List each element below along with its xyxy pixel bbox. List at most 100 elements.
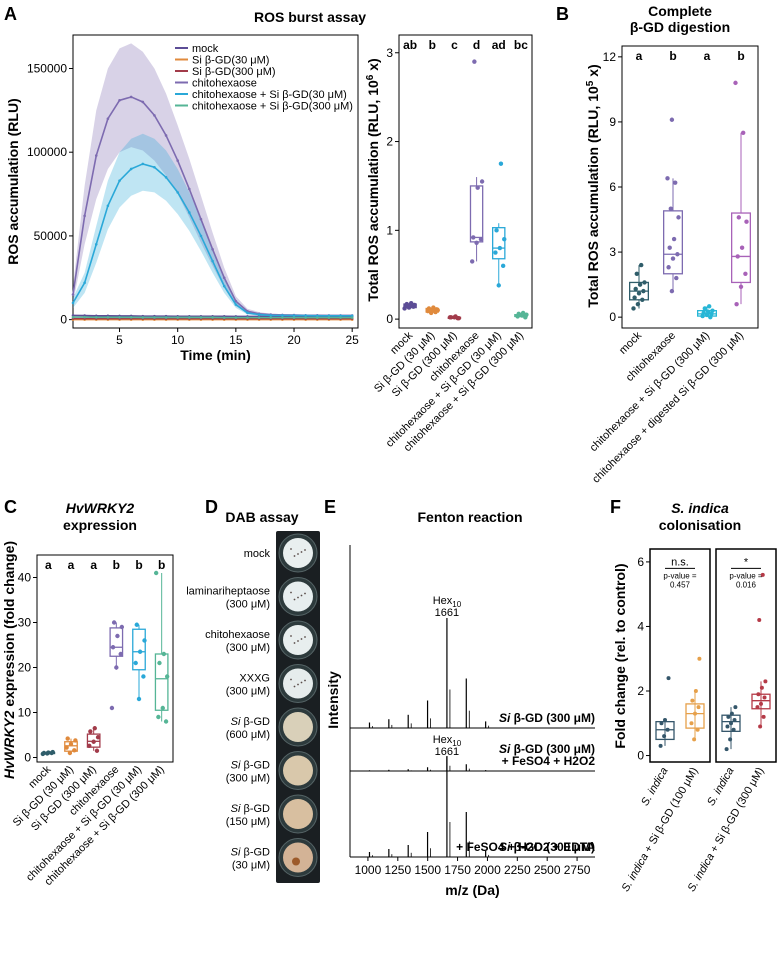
data-point xyxy=(710,308,715,313)
data-point xyxy=(142,638,147,643)
point-chito_sibgd300 xyxy=(350,316,354,319)
category-label: mock xyxy=(617,329,644,356)
y-tick-label: 20 xyxy=(18,661,32,675)
sig-letter: ab xyxy=(403,38,417,52)
y-axis-label-main: Total ROS accumulation (RLU, 10 xyxy=(365,80,381,302)
peak-mz: 1661 xyxy=(435,607,459,619)
data-point xyxy=(741,130,746,135)
facet-frame xyxy=(715,548,777,763)
point-chito_sibgd30 xyxy=(339,314,342,318)
y-axis-label-main: expression (fold change) xyxy=(1,541,17,711)
well-label-main: chitohexaose xyxy=(205,629,270,641)
panel-c-title-italic: HvWRKY2 xyxy=(66,500,135,516)
data-point xyxy=(88,729,93,734)
well-label-conc: (300 μM) xyxy=(226,773,270,785)
sig-letter: b xyxy=(135,558,142,572)
well-speck xyxy=(300,681,303,684)
data-point xyxy=(670,256,676,261)
y-tick-label: 10 xyxy=(18,706,32,720)
y-axis-label-end: x) xyxy=(585,64,601,80)
point-chito_sibgd300 xyxy=(83,315,86,319)
well-label: mock xyxy=(244,548,271,560)
significance-mark: * xyxy=(744,556,749,568)
data-point xyxy=(665,727,670,732)
data-point xyxy=(115,633,120,639)
point-chito_sibgd30 xyxy=(188,211,191,214)
data-point xyxy=(658,743,663,748)
well-speck xyxy=(297,683,299,686)
y-axis-label: Intensity xyxy=(325,671,341,729)
point-chito_sibgd300 xyxy=(257,316,261,319)
panel-c-title-line2: expression xyxy=(63,517,137,533)
panel-a-title: ROS burst assay xyxy=(254,9,366,25)
well-stain xyxy=(292,857,300,866)
data-point xyxy=(520,310,526,316)
well-speck xyxy=(297,596,299,599)
data-point xyxy=(760,572,765,577)
data-point xyxy=(763,679,768,684)
data-point xyxy=(68,741,74,747)
data-point xyxy=(632,295,637,300)
trace-label-italic: Si xyxy=(499,840,511,854)
data-point xyxy=(728,737,733,742)
point-chito xyxy=(222,276,226,280)
data-point xyxy=(736,215,741,220)
data-point xyxy=(732,718,737,723)
data-point xyxy=(696,705,701,710)
data-point xyxy=(471,235,476,240)
category-label: S. indica xyxy=(639,766,670,809)
x-tick-label: 2750 xyxy=(564,863,591,877)
data-point xyxy=(408,300,414,306)
x-tick-label: 2500 xyxy=(534,863,561,877)
well-fill xyxy=(283,799,313,829)
data-point xyxy=(516,311,521,316)
data-point xyxy=(675,252,680,257)
point-chito_sibgd30 xyxy=(292,314,296,317)
well-label-conc: (300 μM) xyxy=(226,686,270,698)
point-chito_sibgd300 xyxy=(129,315,133,319)
data-point xyxy=(734,301,739,307)
well-label: chitohexaose xyxy=(205,629,270,641)
data-point xyxy=(733,705,738,710)
point-chito xyxy=(94,154,98,157)
x-tick-label: 1750 xyxy=(444,863,471,877)
well-label: Si β-GD xyxy=(231,716,270,728)
x-tick-label: 2000 xyxy=(474,863,501,877)
point-chito_sibgd30 xyxy=(129,167,133,171)
data-point xyxy=(94,748,100,753)
box xyxy=(109,627,124,657)
x-tick-label: 5 xyxy=(116,333,123,347)
sig-letter: a xyxy=(45,558,52,572)
data-point xyxy=(666,676,671,681)
box xyxy=(663,210,684,275)
x-tick-label: 15 xyxy=(229,333,243,347)
data-point xyxy=(404,301,409,307)
well-label-main: β-GD xyxy=(240,760,270,772)
well-label-italic: Si xyxy=(231,760,241,772)
data-point xyxy=(725,724,730,729)
box xyxy=(685,703,705,729)
peak-mz: 1661 xyxy=(435,746,459,758)
data-point xyxy=(119,624,125,630)
trace-label-line2: + FeSO4 + H2O2 xyxy=(502,754,596,768)
well-speck xyxy=(290,678,292,681)
data-point xyxy=(156,714,161,720)
data-point xyxy=(133,660,138,666)
point-chito_sibgd300 xyxy=(176,316,179,319)
y-tick-label: 1 xyxy=(386,223,393,237)
band-chito xyxy=(73,43,353,317)
ros-line-chart: 5 10 15 20 25 0 50000 100000 150000 Time (min) ROS… xyxy=(5,34,359,363)
point-chito xyxy=(83,214,86,218)
y-axis-label-italic: HvWRKY2 xyxy=(1,710,17,779)
point-chito_sibgd300 xyxy=(222,316,226,319)
y-tick-label: 12 xyxy=(603,50,617,64)
fenton-spectra: Intensity Si β-GD (300 μM)Si β-GD (300 μM… xyxy=(325,545,595,898)
point-chito xyxy=(211,248,214,251)
well-speck xyxy=(304,549,306,551)
data-point xyxy=(118,651,123,657)
well-label-conc: (600 μM) xyxy=(226,729,270,741)
well-speck xyxy=(304,592,306,595)
well-label: Si β-GD xyxy=(231,803,270,815)
